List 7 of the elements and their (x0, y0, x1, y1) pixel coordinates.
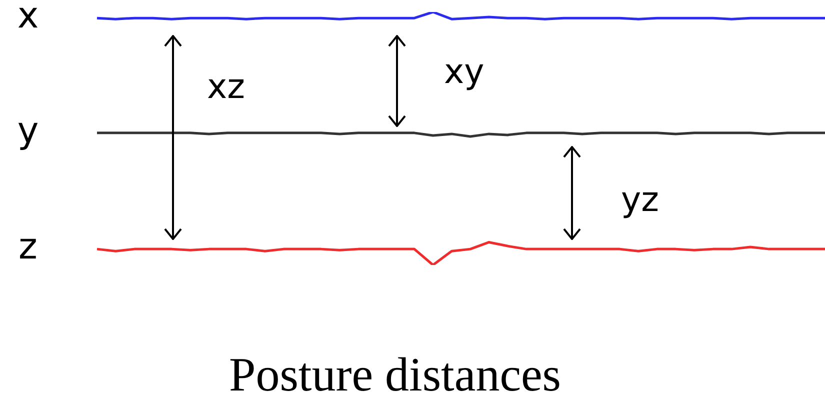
series-label: z (18, 226, 38, 268)
annotation: xz (207, 67, 245, 107)
series-label: x (17, 0, 39, 36)
series-label: y (17, 110, 39, 152)
annotation: yz (621, 180, 659, 220)
annotation: xy (444, 52, 484, 92)
text: Posture distances (229, 348, 561, 402)
